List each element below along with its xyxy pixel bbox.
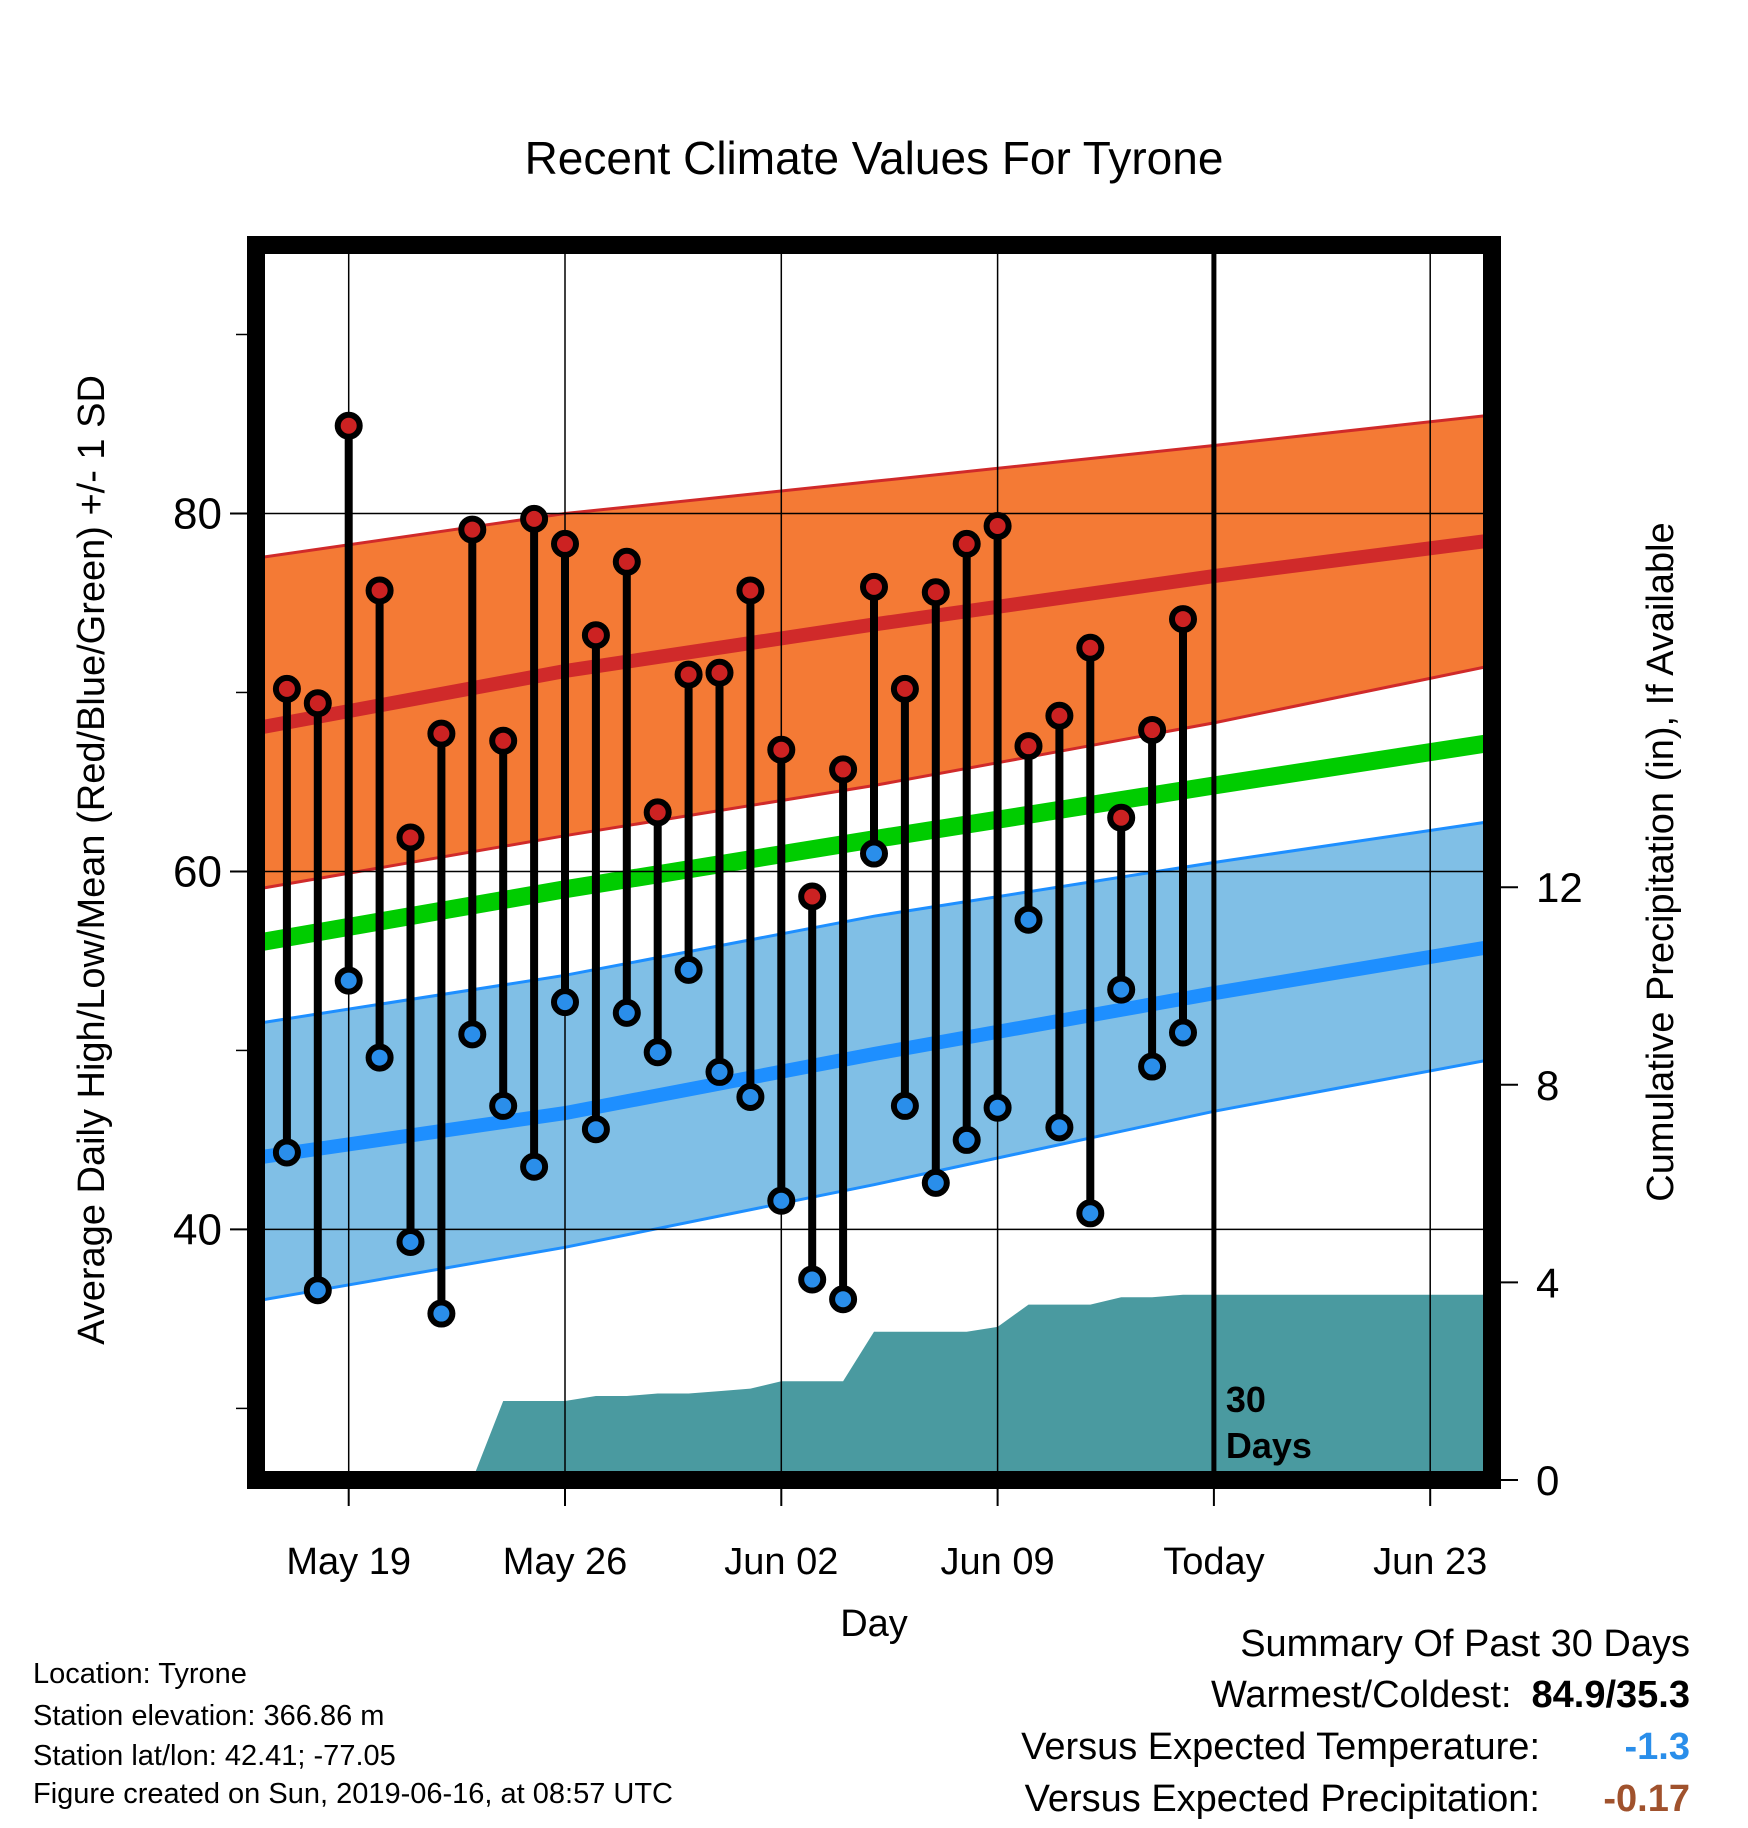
daily-low-point bbox=[860, 839, 888, 868]
y-tick-label: 80 bbox=[173, 489, 222, 538]
low-normal-line bbox=[254, 939, 1494, 1165]
daily-low-point bbox=[365, 1043, 394, 1072]
daily-high-point bbox=[365, 576, 394, 605]
daily-low-point bbox=[829, 1285, 858, 1314]
daily-low-point bbox=[489, 1091, 518, 1120]
daily-low-point bbox=[551, 988, 579, 1017]
daily-low-point bbox=[272, 1138, 301, 1167]
plot-frame bbox=[247, 236, 1501, 1489]
daily-low-point bbox=[674, 955, 703, 984]
daily-high-point bbox=[612, 547, 641, 576]
x-tick-label: May 19 bbox=[286, 1541, 411, 1583]
daily-low-point bbox=[1107, 975, 1136, 1004]
daily-high-point bbox=[427, 719, 456, 748]
daily-low-point bbox=[612, 998, 641, 1027]
summary-precip-row: Versus Expected Precipitation: -0.17 bbox=[1025, 1780, 1690, 1818]
y2-tick-label: 8 bbox=[1536, 1062, 1559, 1109]
summary-temp-row: Versus Expected Temperature: -1.3 bbox=[1021, 1728, 1690, 1766]
x-tick-label: Jun 23 bbox=[1373, 1541, 1487, 1583]
daily-low-point bbox=[458, 1020, 487, 1049]
daily-high-point bbox=[829, 755, 858, 784]
daily-high-point bbox=[489, 726, 518, 755]
daily-low-point bbox=[643, 1038, 672, 1067]
y2-tick-label: 4 bbox=[1536, 1259, 1559, 1306]
daily-high-point bbox=[1107, 803, 1136, 832]
daily-high-point bbox=[674, 660, 703, 689]
y-tick-label: 60 bbox=[173, 847, 222, 896]
daily-high-point bbox=[643, 798, 672, 827]
warmest-label: Warmest/Coldest: bbox=[1210, 1674, 1512, 1716]
x-axis-label: Day bbox=[840, 1603, 908, 1645]
daily-high-point bbox=[1045, 701, 1074, 730]
daily-low-point bbox=[1138, 1052, 1167, 1081]
daily-low-point bbox=[1169, 1018, 1197, 1047]
x-tick-label: Today bbox=[1163, 1541, 1264, 1583]
x-tick-label: Jun 09 bbox=[941, 1541, 1055, 1583]
station-location: Location: Tyrone bbox=[33, 1658, 247, 1690]
daily-high-point bbox=[767, 735, 796, 764]
daily-low-point bbox=[921, 1168, 950, 1197]
precip-label: Versus Expected Precipitation: bbox=[1024, 1778, 1540, 1820]
daily-high-point bbox=[952, 529, 981, 558]
y2-axis-label: Cumulative Precipitation (in), If Availa… bbox=[1640, 522, 1682, 1201]
daily-low-point bbox=[396, 1227, 425, 1256]
daily-high-point bbox=[1014, 732, 1043, 761]
daily-low-point bbox=[890, 1091, 919, 1120]
temp-value: -1.3 bbox=[1624, 1726, 1690, 1768]
daily-low-point bbox=[581, 1115, 610, 1144]
daily-high-point bbox=[458, 515, 487, 544]
daily-low-point bbox=[798, 1265, 827, 1294]
daily-high-point bbox=[983, 512, 1012, 541]
warmest-value: 84.9/35.3 bbox=[1531, 1674, 1690, 1716]
daily-high-point bbox=[890, 674, 919, 703]
daily-high-point bbox=[581, 621, 610, 650]
daily-low-point bbox=[427, 1299, 456, 1328]
summary-warmest-row: Warmest/Coldest: 84.9/35.3 bbox=[1211, 1676, 1690, 1714]
daily-high-point bbox=[520, 504, 549, 533]
y-tick-label: 40 bbox=[173, 1205, 222, 1254]
y2-tick-label: 0 bbox=[1536, 1457, 1559, 1504]
daily-low-point bbox=[952, 1125, 981, 1154]
today-annotation-line1: 30 bbox=[1226, 1379, 1266, 1420]
daily-high-point bbox=[736, 576, 765, 605]
daily-low-point bbox=[767, 1186, 796, 1215]
daily-high-point bbox=[1169, 605, 1197, 634]
daily-low-point bbox=[1045, 1113, 1074, 1142]
daily-high-point bbox=[921, 578, 950, 607]
daily-low-point bbox=[1076, 1199, 1105, 1228]
x-tick-label: May 26 bbox=[503, 1541, 628, 1583]
x-tick-label: Jun 02 bbox=[724, 1541, 838, 1583]
chart-title: Recent Climate Values For Tyrone bbox=[525, 132, 1224, 184]
figure-created: Figure created on Sun, 2019-06-16, at 08… bbox=[33, 1778, 673, 1810]
daily-low-point bbox=[303, 1276, 332, 1305]
daily-high-point bbox=[303, 689, 332, 718]
daily-high-point bbox=[1076, 633, 1105, 662]
precip-area bbox=[472, 1294, 1492, 1480]
y-axis-label: Average Daily High/Low/Mean (Red/Blue/Gr… bbox=[71, 375, 113, 1345]
station-latlon: Station lat/lon: 42.41; -77.05 bbox=[33, 1740, 396, 1772]
y2-tick-label: 12 bbox=[1536, 864, 1583, 911]
station-elevation: Station elevation: 366.86 m bbox=[33, 1700, 385, 1732]
daily-high-point bbox=[798, 882, 827, 911]
daily-low-point bbox=[736, 1082, 765, 1111]
daily-low-point bbox=[1014, 905, 1043, 934]
daily-low-point bbox=[334, 966, 363, 995]
daily-low-point bbox=[983, 1093, 1012, 1122]
daily-low-point bbox=[520, 1152, 549, 1181]
precip-value: -0.17 bbox=[1603, 1778, 1690, 1820]
daily-low-point bbox=[705, 1057, 734, 1086]
summary-heading: Summary Of Past 30 Days bbox=[1240, 1623, 1690, 1665]
daily-high-point bbox=[1138, 716, 1167, 745]
daily-high-point bbox=[860, 572, 888, 601]
daily-high-point bbox=[396, 823, 425, 852]
daily-high-point bbox=[705, 658, 734, 687]
today-annotation-line2: Days bbox=[1226, 1425, 1312, 1466]
daily-high-point bbox=[272, 674, 301, 703]
daily-high-point bbox=[334, 411, 363, 440]
daily-high-point bbox=[551, 529, 579, 558]
temp-label: Versus Expected Temperature: bbox=[1021, 1726, 1540, 1768]
